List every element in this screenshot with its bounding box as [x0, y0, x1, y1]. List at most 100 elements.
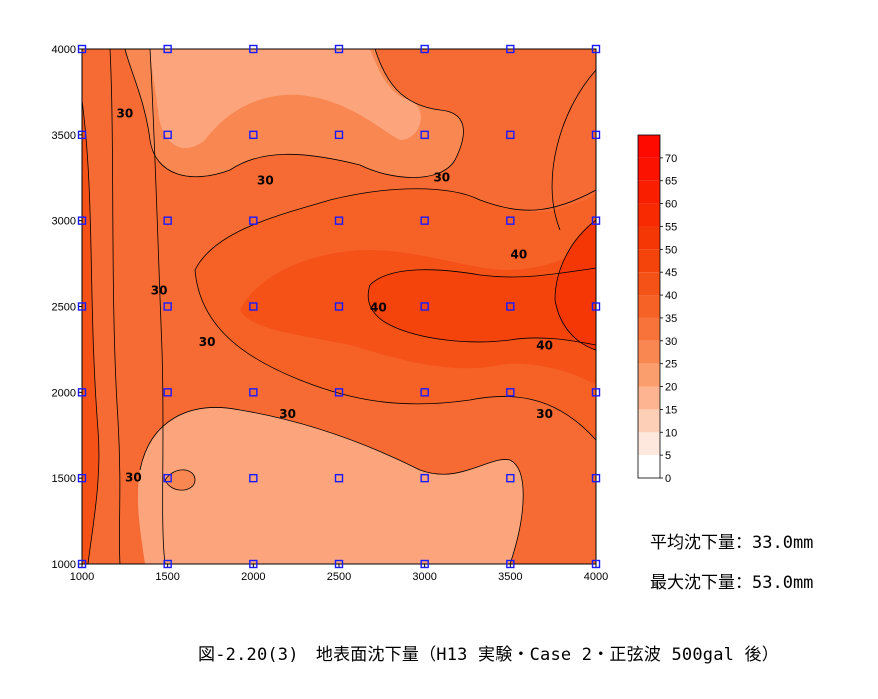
measurement-point [420, 302, 429, 311]
measurement-point [591, 44, 601, 54]
measurement-point [163, 216, 172, 225]
colorbar-swatch [638, 363, 660, 387]
contour-line-40-bottom [367, 284, 596, 346]
measurement-point [334, 44, 344, 54]
y-tick-label: 1500 [52, 473, 76, 485]
average-settlement: 平均沈下量：33.0mm [650, 528, 813, 553]
contour-label: 30 [536, 407, 553, 421]
contour-line-bottom [139, 407, 524, 564]
measurement-point [591, 473, 601, 483]
fill-right-lobe [555, 220, 596, 350]
measurement-point [249, 473, 258, 483]
fill-bottom-light [137, 407, 524, 564]
colorbar-swatch [638, 135, 660, 158]
max-label: 最大沈下量： [650, 573, 752, 593]
measurement-point [249, 130, 258, 140]
colorbar-swatch [638, 317, 660, 341]
measurement-point [249, 302, 258, 311]
colorbar-swatch [638, 340, 660, 364]
measurement-point [163, 130, 172, 140]
colorbar-tick-label: 70 [665, 153, 677, 165]
contour-line-edge-left [82, 99, 100, 564]
measurement-point [506, 130, 515, 140]
measurement-point [77, 44, 87, 54]
contour-label: 30 [151, 284, 168, 298]
colorbar-swatch [638, 203, 660, 227]
colorbar-swatch [638, 157, 660, 181]
x-tick-label: 1000 [70, 571, 94, 583]
contour-label: 40 [536, 338, 553, 352]
contour-label: 30 [279, 407, 296, 421]
colorbar-swatch [638, 409, 660, 433]
measurement-point [77, 302, 87, 311]
measurement-point [420, 130, 429, 140]
measurement-point [420, 216, 429, 225]
colorbar-tick-label: 50 [665, 244, 677, 256]
measurement-markers [77, 44, 601, 569]
measurement-point [420, 559, 429, 569]
measurement-point [334, 302, 344, 311]
contour-lines [82, 49, 596, 564]
colorbar-swatch [638, 295, 660, 318]
measurement-point [420, 44, 429, 54]
measurement-point [249, 559, 258, 569]
colorbar-tick-label: 0 [665, 473, 671, 485]
average-value: 33.0mm [752, 533, 814, 553]
measurement-point [591, 559, 601, 569]
measurement-point [77, 130, 87, 140]
measurement-point [334, 216, 344, 225]
colorbar-swatch [638, 272, 660, 296]
max-value: 53.0mm [752, 573, 814, 593]
colorbar-tick-label: 30 [665, 336, 677, 348]
measurement-point [506, 559, 515, 569]
colorbar-swatch [638, 386, 660, 410]
y-tick-label: 3000 [52, 216, 76, 228]
contour-label: 30 [199, 335, 216, 349]
average-label: 平均沈下量： [650, 533, 752, 553]
contour-line-top [124, 49, 464, 178]
colorbar-tick-label: 55 [665, 221, 677, 233]
fill-top-light [150, 49, 421, 149]
contour-line-left-30 [149, 49, 166, 564]
contour-label: 30 [257, 174, 274, 188]
contour-label: 30 [125, 471, 142, 485]
fill-left-dark [82, 100, 99, 564]
contour-label: 30 [116, 107, 133, 121]
x-tick-label: 2500 [327, 571, 351, 583]
x-tick-label: 2000 [241, 571, 265, 583]
colorbar-tick-label: 25 [665, 359, 677, 371]
colorbar-frame [637, 134, 661, 479]
measurement-point [334, 130, 344, 140]
measurement-point [163, 302, 172, 311]
x-tick-label: 3500 [498, 571, 522, 583]
colorbar-tick-label: 10 [665, 427, 677, 439]
colorbar: 0 5 10 15 20 25 30 35 40 45 50 55 60 65 70 [637, 134, 677, 485]
measurement-point [591, 302, 601, 311]
colorbar-swatch [638, 432, 660, 456]
max-settlement: 最大沈下量：53.0mm [650, 568, 813, 593]
contour-line-right-lobe [554, 219, 596, 351]
measurement-point [591, 130, 601, 140]
measurement-point [334, 559, 344, 569]
x-tick-label: 4000 [584, 571, 608, 583]
y-tick-label: 4000 [52, 44, 76, 56]
y-tick-label: 3500 [52, 130, 76, 142]
measurement-point [163, 388, 172, 397]
contour-label: 40 [511, 248, 528, 262]
measurement-point [77, 559, 87, 569]
colorbar-swatch [638, 249, 660, 273]
measurement-point [163, 44, 172, 54]
x-tick-label: 1500 [155, 571, 179, 583]
measurement-point [506, 388, 515, 397]
measurement-point [506, 302, 515, 311]
x-tick-label: 3000 [412, 571, 436, 583]
measurement-point [334, 388, 344, 397]
contour-line-top-right [551, 69, 596, 231]
colorbar-tick-label: 5 [665, 450, 671, 462]
measurement-point [506, 473, 515, 483]
measurement-point [77, 473, 87, 483]
axis-ticks: 1000 1500 2000 2500 3000 3500 4000 1000 1500 2000… [52, 44, 609, 583]
measurement-point [249, 44, 258, 54]
y-tick-label: 2000 [52, 387, 76, 399]
